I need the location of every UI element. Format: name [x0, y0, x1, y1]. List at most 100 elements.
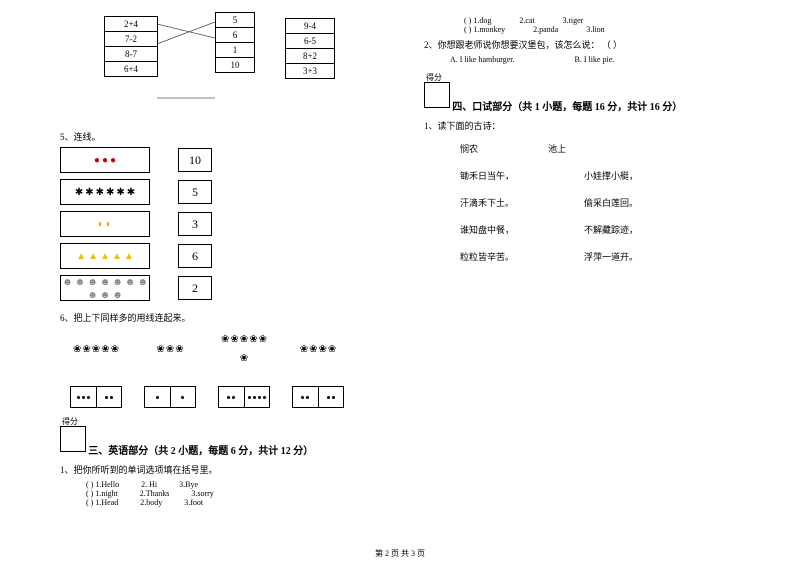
q4-col-c: 9-4 6-5 8+2 3+3	[285, 18, 335, 79]
dot-icon	[258, 396, 261, 399]
section4-header: 四、口试部分（共 1 小题，每题 16 分，共计 16 分）	[452, 98, 682, 113]
flower-icon: ❀	[221, 334, 229, 345]
english-line: ( ) 1.night2.Thanks3.sorry	[86, 489, 382, 498]
dot-icon	[156, 396, 159, 399]
item-icon: ✱	[116, 187, 124, 198]
animal-line: ( ) 1.monkey2.panda3.lion	[464, 25, 782, 34]
flower-icon: ❀	[328, 344, 336, 355]
option: ( ) 1.monkey	[464, 25, 505, 34]
page-footer: 第 2 页 共 3 页	[0, 548, 800, 559]
option: 3.sorry	[191, 489, 213, 498]
q6-bottom-row	[70, 386, 382, 408]
flower-icon: ❀	[319, 344, 327, 355]
item-icon: ☻	[87, 290, 98, 301]
number-box: 10	[178, 148, 212, 172]
poem-verse: 不解藏踪迹，	[584, 223, 638, 236]
poem-verse: 小娃撑小艇，	[584, 169, 638, 182]
item-icon: ▲	[76, 251, 86, 262]
poem-line: 谁知盘中餐，不解藏踪迹，	[460, 223, 782, 236]
cell: 8+2	[286, 49, 334, 64]
item-icon: ✱	[85, 187, 93, 198]
opt-b: B. I like pie.	[575, 55, 615, 64]
q6-title: 6、把上下同样多的用线连起来。	[60, 311, 382, 324]
dot-icon	[77, 396, 80, 399]
domino-half	[245, 387, 270, 407]
flower-icon: ❀	[82, 344, 90, 355]
domino-half	[171, 387, 196, 407]
score-box	[424, 82, 450, 108]
s4-q1-title: 1、读下面的古诗：	[424, 119, 782, 132]
domino-half	[71, 387, 97, 407]
opt-a: A. I like hamburger.	[450, 55, 515, 64]
poem-line: 粒粒皆辛苦。浮萍一道开。	[460, 250, 782, 263]
flower-icon: ❀	[73, 344, 81, 355]
cell: 10	[216, 58, 254, 72]
dot-icon	[82, 396, 85, 399]
option: ( ) 1.Head	[86, 498, 118, 507]
english-line: ( ) 1.Head2.body3.foot	[86, 498, 382, 507]
q5-row: ▲▲▲▲▲ 6	[60, 243, 382, 269]
flower-icon: ❀	[111, 344, 119, 355]
item-icon: ◐	[106, 219, 112, 230]
number-box: 2	[178, 276, 212, 300]
dot-icon	[105, 396, 108, 399]
cell: 8-7	[105, 47, 157, 62]
poem-lines: 锄禾日当午，小娃撑小艇，汗滴禾下土。偷采白莲回。谁知盘中餐，不解藏踪迹，粒粒皆辛…	[424, 169, 782, 263]
item-icon: ✱	[96, 187, 104, 198]
item-icon: ☻	[112, 277, 123, 288]
number-box: 5	[178, 180, 212, 204]
flower-icon: ❀	[230, 334, 238, 345]
q5-rows: ●●●10✱✱✱✱✱✱5◐◐3▲▲▲▲▲6☻☻☻☻☻☻☻☻☻☻2	[60, 147, 382, 301]
q5-row: ●●●10	[60, 147, 382, 173]
dot-icon	[306, 396, 309, 399]
q5-title: 5、连线。	[60, 130, 382, 143]
dot-icon	[248, 396, 251, 399]
item-icon: ☻	[100, 290, 111, 301]
item-icon: ▲	[112, 251, 122, 262]
flower-icon: ❀	[101, 344, 109, 355]
item-icon: ▲	[88, 251, 98, 262]
flower-icon: ❀	[240, 353, 248, 364]
item-icon: ✱	[106, 187, 114, 198]
domino-half	[219, 387, 245, 407]
item-icon: ☻	[75, 277, 86, 288]
dot-icon	[253, 396, 256, 399]
cell: 9-4	[286, 19, 334, 34]
dot-icon	[327, 396, 330, 399]
flower-icon: ❀	[240, 334, 248, 345]
section3-block: 三、英语部分（共 2 小题，每题 6 分，共计 12 分） 1、把你所听到的单词…	[60, 422, 382, 507]
q5-row: ◐◐ 3	[60, 211, 382, 237]
image-box: ▲▲▲▲▲	[60, 243, 150, 269]
domino	[70, 386, 122, 408]
animal-lines: ( ) 1.dog2.cat3.tiger( ) 1.monkey2.panda…	[424, 16, 782, 34]
domino-half	[293, 387, 319, 407]
domino	[144, 386, 196, 408]
cell: 6+4	[105, 62, 157, 76]
q6-image: ❀❀❀❀❀	[70, 330, 122, 368]
section3-header: 三、英语部分（共 2 小题，每题 6 分，共计 12 分）	[88, 442, 313, 457]
item-icon: ☻	[87, 277, 98, 288]
flower-icon: ❀	[156, 344, 164, 355]
dot-icon	[301, 396, 304, 399]
number-box: 6	[178, 244, 212, 268]
option: 3.tiger	[563, 16, 584, 25]
poem-verse: 粒粒皆辛苦。	[460, 250, 514, 263]
number-box: 3	[178, 212, 212, 236]
item-icon: ▲	[100, 251, 110, 262]
q4-col-a: 2+4 7-2 8-7 6+4	[104, 16, 158, 77]
item-icon: ☻	[62, 277, 73, 288]
option: 2.body	[140, 498, 162, 507]
item-icon: ◐	[98, 219, 104, 230]
cell: 3+3	[286, 64, 334, 78]
s3-q1-title: 1、把你所听到的单词选项填在括号里。	[60, 463, 382, 476]
q5-row: ☻☻☻☻☻☻☻☻☻☻2	[60, 275, 382, 301]
item-icon: ☻	[100, 277, 111, 288]
q4-matching: 2+4 7-2 8-7 6+4 5 6 1 10 9-4 6-5 8+2 3+3	[60, 8, 382, 118]
image-box: ✱✱✱✱✱✱	[60, 179, 150, 205]
score-box	[60, 426, 86, 452]
option: 3.Bye	[179, 480, 198, 489]
poem-title-1: 悯农	[460, 142, 478, 155]
cell: 6-5	[286, 34, 334, 49]
dot-icon	[232, 396, 235, 399]
cell: 6	[216, 28, 254, 43]
